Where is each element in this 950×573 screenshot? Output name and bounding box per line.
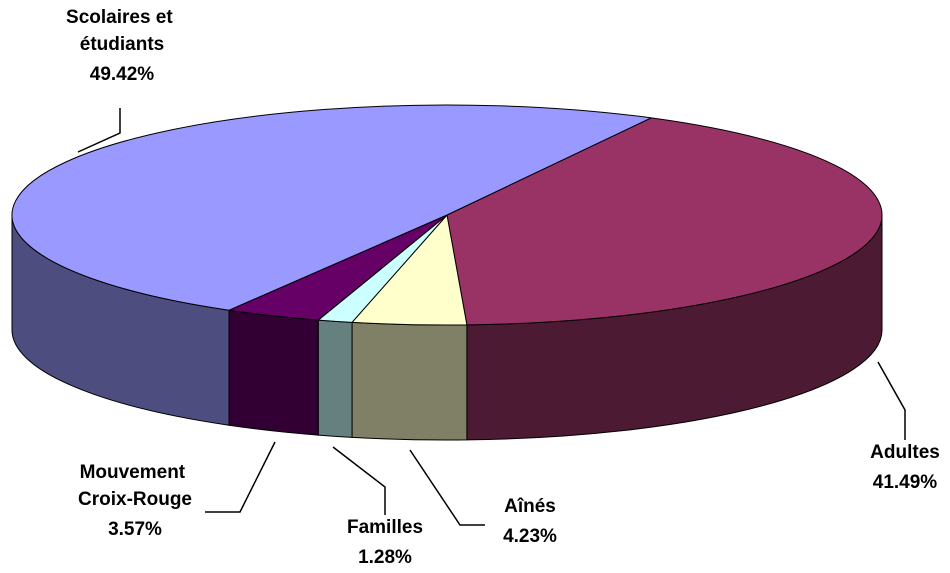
slice-value: 3.57% — [108, 519, 162, 540]
slice-value: 41.49% — [873, 472, 938, 493]
leader-line — [77, 108, 121, 153]
slice-label: Scolaires et étudiants — [66, 7, 178, 55]
slice-value: 49.42% — [90, 64, 155, 85]
pie-side — [351, 321, 468, 441]
slice-label: Mouvement Croix-Rouge — [78, 462, 192, 510]
slice-label: Familles — [347, 517, 423, 538]
pie-slice — [11, 104, 653, 311]
leader-line — [332, 446, 386, 515]
pie-side — [317, 319, 353, 438]
pie-side — [228, 309, 319, 436]
leader-line — [877, 361, 906, 440]
leader-line — [205, 441, 276, 513]
slice-label: Aînés — [504, 496, 556, 517]
slice-value: 1.28% — [358, 547, 412, 568]
slice-label: Adultes — [870, 442, 940, 463]
leader-line — [409, 449, 485, 526]
pie-slice — [446, 117, 883, 326]
slice-value: 4.23% — [503, 526, 557, 547]
